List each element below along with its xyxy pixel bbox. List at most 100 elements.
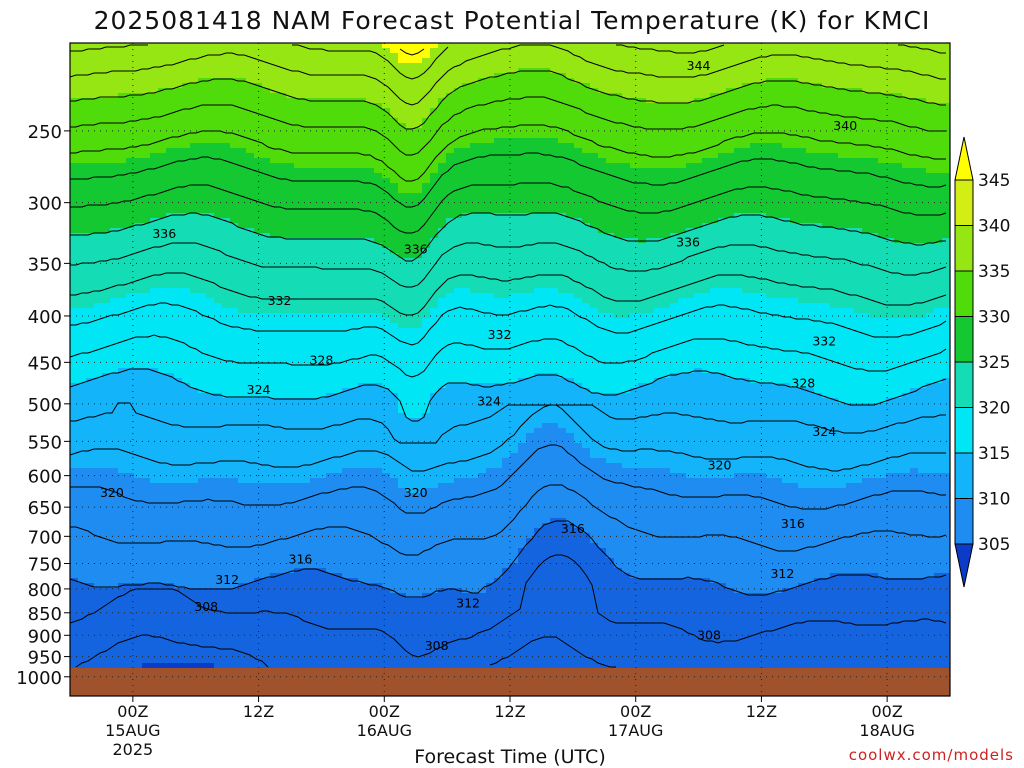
- y-tick-label: 550: [28, 432, 62, 453]
- colorbar-band: [954, 179, 974, 226]
- contour-332: [70, 182, 947, 234]
- colorbar-label: 340: [978, 217, 1010, 237]
- contour-label: 324: [477, 393, 501, 408]
- contour-label: 312: [215, 572, 239, 587]
- contour-320: [70, 368, 947, 422]
- y-tick-label: 850: [28, 604, 62, 625]
- contour-label: 316: [289, 551, 313, 566]
- y-tick-label: 450: [28, 353, 62, 374]
- colorbar-label: 335: [978, 262, 1010, 282]
- colorbar-band: [954, 270, 974, 317]
- x-tick-label: 12Z: [746, 702, 777, 721]
- y-tick-label: 1000: [16, 668, 62, 689]
- contour-label: 332: [268, 293, 292, 308]
- contour-label: 316: [781, 516, 805, 531]
- contour-label: 340: [833, 118, 857, 133]
- contour-310: [70, 520, 947, 598]
- contour-label: 312: [770, 566, 794, 581]
- colorbar: 345 340 335 330 325 320 315 310 305: [954, 136, 1010, 588]
- x-tick-date: 16AUG: [357, 721, 412, 740]
- x-tick-date: 18AUG: [859, 721, 914, 740]
- y-tick-label: 300: [28, 194, 62, 215]
- y-tick-label: 650: [28, 498, 62, 519]
- contour-312: [70, 484, 947, 556]
- colorbar-band: [954, 225, 974, 272]
- contour-label: 332: [488, 327, 512, 342]
- contour-label: 328: [309, 353, 333, 368]
- contour-label: 336: [676, 235, 700, 250]
- contour-342: [70, 44, 946, 106]
- y-tick-label: 250: [28, 122, 62, 143]
- contour-label: 336: [404, 242, 428, 257]
- contour-label: 332: [812, 334, 836, 349]
- x-tick-date: 15AUG: [105, 721, 160, 740]
- contour-labels: 344 340 336 336 336 332 332 332 328 328 324 324 324 3…: [100, 58, 857, 653]
- x-tick-date: 17AUG: [608, 721, 663, 740]
- contour-326: [70, 272, 947, 316]
- credit-text: coolwx.com/models: [848, 746, 1014, 764]
- chart-title: 2025081418 NAM Forecast Potential Temper…: [93, 6, 931, 35]
- contour-label: 308: [194, 599, 218, 614]
- contour-label: 328: [791, 376, 815, 391]
- colorbar-band: [954, 361, 974, 408]
- temperature-field: [70, 43, 950, 696]
- colorbar-label: 330: [978, 308, 1010, 328]
- colorbar-label: 305: [978, 535, 1010, 555]
- contour-306: [75, 634, 616, 668]
- contour-344: [70, 44, 946, 80]
- contour-324: [70, 302, 947, 346]
- contour-338: [70, 96, 946, 156]
- x-tick-label: 00Z: [620, 702, 651, 721]
- colorbar-band: [954, 452, 974, 499]
- contour-label: 324: [247, 382, 271, 397]
- contour-314: [70, 444, 946, 514]
- contour-lines: [70, 44, 947, 668]
- contour-label: 308: [425, 638, 449, 653]
- contour-label: 324: [812, 424, 836, 439]
- contour-330: [70, 212, 946, 262]
- y-tick-label: 400: [28, 307, 62, 328]
- colorbar-band: [954, 407, 974, 454]
- contour-label: 316: [561, 521, 585, 536]
- contour-label: 308: [697, 627, 721, 642]
- contour-336: [70, 124, 946, 182]
- contour-322: [70, 334, 947, 378]
- x-tick-label: 12Z: [243, 702, 274, 721]
- contour-346: [399, 48, 425, 56]
- contour-328: [70, 242, 947, 288]
- y-tick-label: 700: [28, 527, 62, 548]
- x-tick-label: 00Z: [871, 702, 902, 721]
- colorbar-band: [954, 498, 974, 545]
- contour-label: 320: [404, 485, 428, 500]
- contour-308: [70, 554, 947, 658]
- colorbar-label: 310: [978, 490, 1010, 510]
- contour-316: [70, 404, 946, 472]
- colorbar-label: 315: [978, 444, 1010, 464]
- colorbar-band: [954, 316, 974, 363]
- contour-340: [70, 70, 946, 130]
- colorbar-label: 320: [978, 399, 1010, 419]
- y-tick-label: 350: [28, 254, 62, 275]
- grid-lines: [70, 43, 950, 696]
- colorbar-label: 345: [978, 171, 1010, 191]
- contour-label: 320: [708, 458, 732, 473]
- colorbar-top-arrow: [954, 136, 974, 181]
- y-tick-label: 500: [28, 395, 62, 416]
- contour-label: 344: [687, 58, 711, 73]
- y-tick-label: 750: [28, 554, 62, 575]
- x-tick-year: 2025: [112, 740, 153, 759]
- x-tick-label: 00Z: [369, 702, 400, 721]
- colorbar-label: 325: [978, 353, 1010, 373]
- y-axis: 2503003504004505005506006507007508008509…: [16, 122, 70, 689]
- colorbar-bottom-arrow: [954, 543, 974, 588]
- x-axis-label: Forecast Time (UTC): [414, 746, 606, 768]
- y-tick-label: 900: [28, 626, 62, 647]
- contour-318: [70, 402, 946, 444]
- x-tick-label: 00Z: [117, 702, 148, 721]
- contour-label: 320: [100, 485, 124, 500]
- y-tick-label: 950: [28, 648, 62, 669]
- y-tick-label: 600: [28, 467, 62, 488]
- contour-334: [70, 152, 947, 208]
